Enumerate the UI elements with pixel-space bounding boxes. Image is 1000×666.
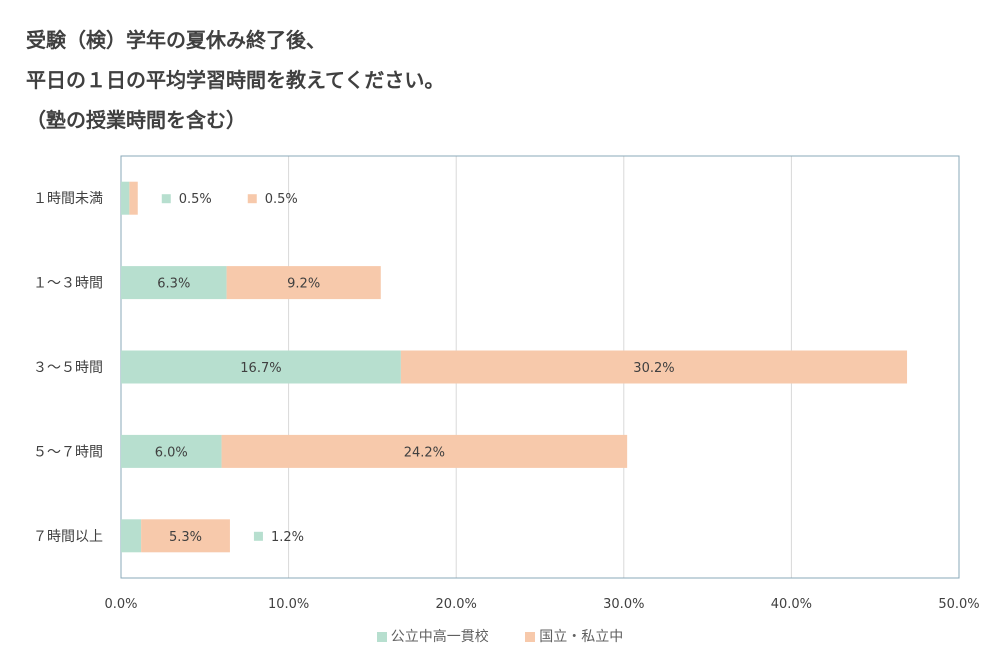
bar-segment bbox=[121, 266, 227, 300]
bar-segment bbox=[121, 181, 130, 215]
category-label: １～３時間 bbox=[33, 276, 103, 292]
bar-segment bbox=[121, 519, 142, 553]
chart-title: 受験（検）学年の夏休み終了後、 平日の１日の平均学習時間を教えてください。 （塾… bbox=[26, 20, 444, 140]
legend-item-series2: 国立・私立中 bbox=[525, 626, 623, 646]
legend-swatch-series1 bbox=[376, 632, 387, 642]
legend-item-series1: 公立中高一貫校 bbox=[376, 626, 489, 646]
x-tick-label: 20.0% bbox=[436, 597, 477, 612]
title-line-3: （塾の授業時間を含む） bbox=[26, 108, 246, 132]
x-tick-label: 10.0% bbox=[268, 597, 309, 612]
data-label: 0.5% bbox=[179, 192, 212, 207]
x-tick-label: 30.0% bbox=[603, 597, 644, 612]
legend-label-series2: 国立・私立中 bbox=[539, 629, 624, 645]
data-label: 24.2% bbox=[404, 445, 445, 460]
bar-segment bbox=[141, 519, 230, 553]
category-label: ７時間以上 bbox=[33, 529, 103, 545]
category-label: ５～７時間 bbox=[33, 444, 103, 460]
bar-segment bbox=[129, 181, 138, 215]
legend: 公立中高一貫校 国立・私立中 bbox=[0, 626, 1000, 646]
bar-segment bbox=[121, 434, 222, 468]
data-label: 6.3% bbox=[157, 277, 190, 292]
bar-segment bbox=[400, 350, 908, 384]
data-label: 1.2% bbox=[271, 530, 304, 545]
bar-segment bbox=[121, 350, 401, 384]
data-label: 6.0% bbox=[155, 445, 188, 460]
data-label: 0.5% bbox=[265, 192, 298, 207]
bar-segment bbox=[221, 434, 628, 468]
title-line-2: 平日の１日の平均学習時間を教えてください。 bbox=[26, 68, 445, 92]
data-label-marker bbox=[247, 194, 257, 204]
data-label-marker bbox=[161, 194, 171, 204]
data-label-marker bbox=[253, 531, 263, 541]
data-label: 30.2% bbox=[633, 361, 674, 376]
bar-segment bbox=[226, 266, 381, 300]
data-label: 5.3% bbox=[169, 530, 202, 545]
x-tick-label: 50.0% bbox=[938, 597, 979, 612]
x-tick-label: 0.0% bbox=[104, 597, 137, 612]
data-label: 16.7% bbox=[240, 361, 281, 376]
x-tick-label: 40.0% bbox=[771, 597, 812, 612]
category-label: １時間未満 bbox=[33, 191, 103, 207]
title-line-1: 受験（検）学年の夏休み終了後、 bbox=[26, 28, 326, 52]
legend-label-series1: 公立中高一貫校 bbox=[390, 629, 489, 645]
legend-swatch-series2 bbox=[525, 632, 536, 642]
category-label: ３～５時間 bbox=[33, 360, 103, 376]
data-label: 9.2% bbox=[287, 277, 320, 292]
